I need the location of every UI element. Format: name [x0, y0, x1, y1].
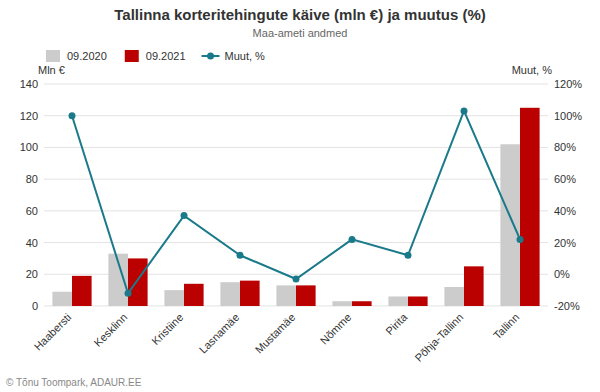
legend-label: 09.2020 — [67, 50, 107, 62]
marker — [405, 252, 412, 259]
x-tick-label: Pirita — [383, 310, 410, 337]
bar — [464, 266, 484, 306]
bar — [352, 301, 372, 306]
bar — [388, 296, 408, 306]
grid-line — [44, 179, 548, 180]
y2-tick-label: 80% — [554, 141, 576, 153]
y-tick-label: 60 — [26, 205, 38, 217]
x-tick-label: Mustamäe — [253, 311, 298, 356]
marker — [69, 112, 76, 119]
y2-tick-label: 100% — [554, 110, 582, 122]
legend: 09.2020 09.2021 Muut, % — [46, 50, 265, 62]
x-tick-label: Kesklinn — [92, 311, 130, 349]
y-tick-label: 100 — [20, 141, 38, 153]
x-tick-label: Põhja-Tallinn — [412, 311, 465, 364]
bar — [52, 292, 72, 306]
grid-line — [44, 84, 548, 85]
x-tick-label: Kristiine — [149, 311, 185, 347]
y-tick-label: 80 — [26, 173, 38, 185]
y2-tick-label: 0% — [554, 268, 570, 280]
y2-axis-label: Muut, % — [512, 64, 553, 76]
y2-tick-label: 120% — [554, 78, 582, 90]
marker — [237, 252, 244, 259]
marker — [349, 236, 356, 243]
y-axis-label: Mln € — [38, 64, 65, 76]
bar — [128, 258, 148, 306]
bar — [276, 285, 296, 306]
legend-swatch — [46, 50, 60, 62]
bar — [332, 301, 352, 306]
bar — [296, 285, 316, 306]
y-tick-label: 120 — [20, 110, 38, 122]
x-tick-label: Lasnamäe — [197, 311, 242, 356]
x-tick-label: Haabersti — [32, 311, 74, 353]
line — [72, 111, 520, 293]
title: Tallinna korteritehingute käive (mln €) … — [114, 6, 485, 23]
bar — [72, 276, 92, 306]
grid-line — [44, 210, 548, 211]
bar — [220, 282, 240, 306]
bar — [500, 144, 520, 306]
bar — [240, 281, 260, 306]
plot-area — [52, 107, 539, 306]
y-tick-label: 0 — [32, 300, 38, 312]
bar — [184, 284, 204, 306]
bar — [520, 108, 540, 306]
bar — [444, 287, 464, 306]
legend-swatch — [207, 53, 214, 60]
y2-tick-label: 40% — [554, 205, 576, 217]
chart: Tallinna korteritehingute käive (mln €) … — [0, 0, 600, 392]
grid-line — [44, 115, 548, 116]
legend-label: Muut, % — [225, 50, 266, 62]
marker — [181, 212, 188, 219]
y2-tick-label: 20% — [554, 237, 576, 249]
marker — [293, 276, 300, 283]
annotation: © Tõnu Toompark, ADAUR.EE — [6, 377, 142, 388]
bar — [164, 290, 184, 306]
y2-tick-label: 60% — [554, 173, 576, 185]
y-tick-label: 140 — [20, 78, 38, 90]
subtitle: Maa-ameti andmed — [253, 27, 348, 39]
x-tick-label: Tallinn — [491, 311, 522, 342]
y-tick-label: 20 — [26, 268, 38, 280]
y-tick-label: 40 — [26, 237, 38, 249]
legend-swatch — [125, 50, 139, 62]
x-tick-label: Nõmme — [318, 311, 354, 347]
grid-line — [44, 242, 548, 243]
bar — [408, 296, 428, 306]
grid — [44, 84, 548, 306]
grid-line — [44, 147, 548, 148]
legend-label: 09.2021 — [146, 50, 186, 62]
marker — [125, 290, 132, 297]
marker — [461, 107, 468, 114]
y2-tick-label: -20% — [554, 300, 580, 312]
marker — [517, 236, 524, 243]
